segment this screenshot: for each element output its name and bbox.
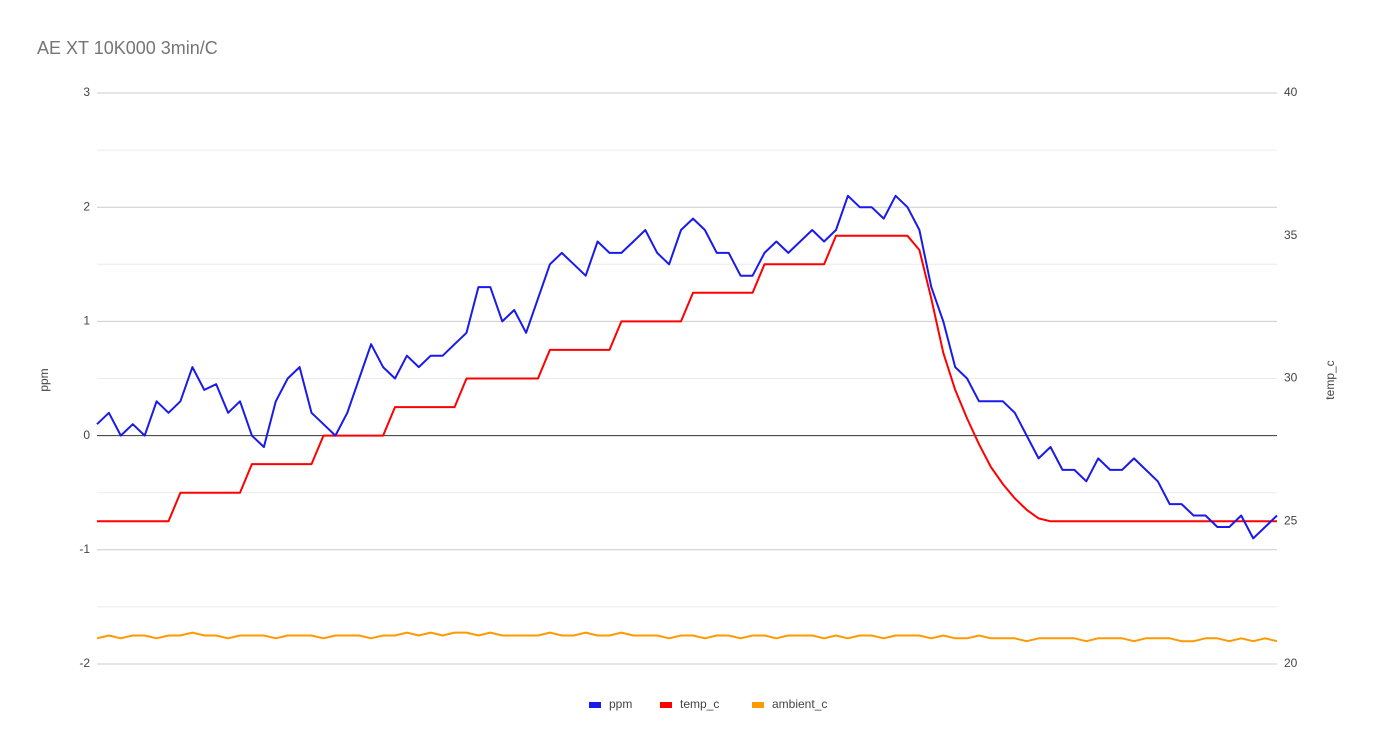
y-axis-title: ppm <box>37 368 51 391</box>
y2-tick-label: 40 <box>1284 85 1298 99</box>
y-tick-label: 0 <box>83 428 90 442</box>
y-tick-label: 1 <box>83 314 90 328</box>
legend-swatch <box>589 702 601 708</box>
legend-label: ambient_c <box>772 697 827 711</box>
legend-label: temp_c <box>680 697 719 711</box>
series-line <box>96 631 1278 643</box>
legend-label: ppm <box>609 697 632 711</box>
y-tick-label: 2 <box>83 199 90 213</box>
chart-title: AE XT 10K000 3min/C <box>37 38 218 58</box>
y2-tick-label: 35 <box>1284 228 1298 242</box>
legend-swatch <box>660 702 672 708</box>
y-tick-label: 3 <box>83 85 90 99</box>
y-tick-label: -1 <box>79 542 90 556</box>
series-line <box>97 234 1277 523</box>
y2-tick-label: 30 <box>1284 371 1298 385</box>
series-line <box>96 194 1278 540</box>
y-tick-label: -2 <box>79 656 90 670</box>
y2-tick-label: 20 <box>1284 656 1298 670</box>
y2-axis-title: temp_c <box>1323 360 1337 399</box>
y2-tick-label: 25 <box>1284 513 1298 527</box>
legend-swatch <box>752 702 764 708</box>
